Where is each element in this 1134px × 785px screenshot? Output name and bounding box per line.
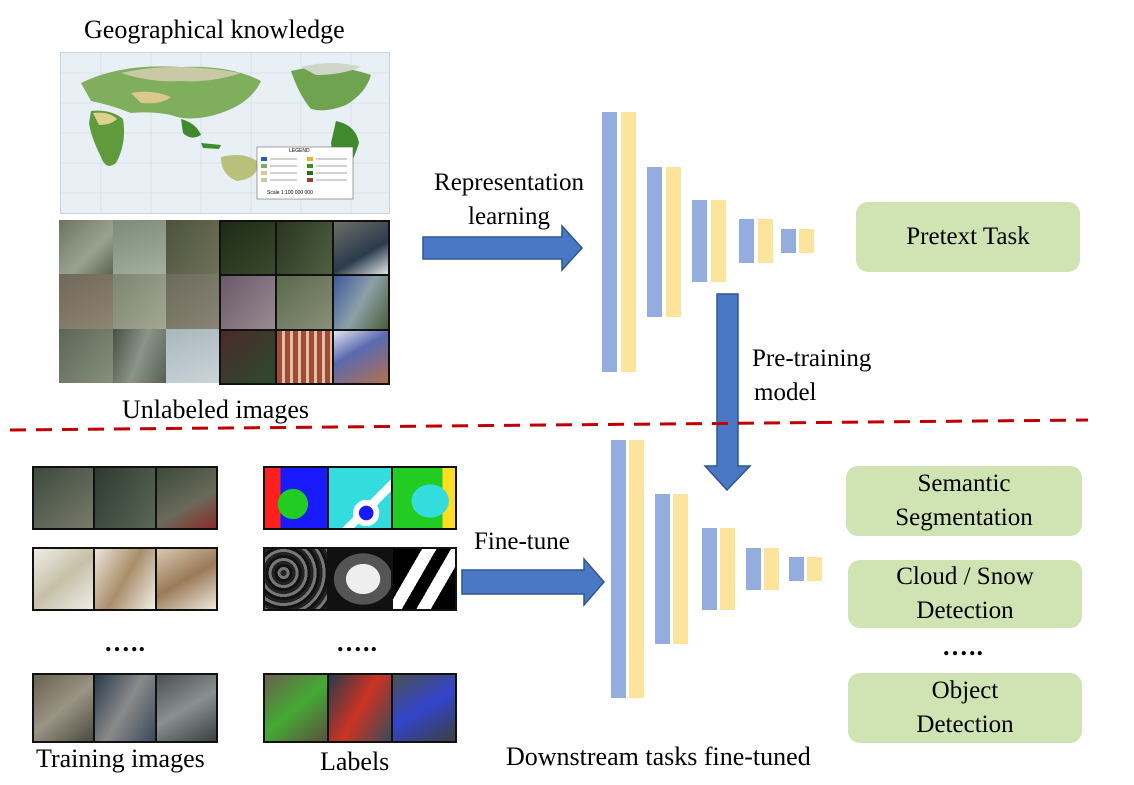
pretraining-model-arrow [703, 293, 752, 492]
encoder-bottom-bar-1-blue [611, 440, 626, 698]
cloud-snow-detection-box: Cloud / Snow Detection [848, 560, 1082, 628]
geographical-knowledge-label: Geographical knowledge [84, 15, 345, 44]
encoder-bottom-bar-2-yellow [673, 494, 688, 644]
encoder-top-bar-3-yellow [711, 200, 726, 282]
cloud-line-2: Detection [916, 597, 1014, 624]
encoder-top-bar-1-blue [602, 112, 617, 372]
encoder-bottom-bar-5-yellow [807, 557, 822, 581]
labels-row-3 [263, 673, 457, 743]
object-line-2: Detection [916, 711, 1014, 738]
cloud-line-1: Cloud / Snow [896, 563, 1034, 590]
semantic-segmentation-box: Semantic Segmentation [846, 466, 1082, 536]
encoder-bottom-bar-3-yellow [720, 528, 735, 610]
map-scale-text: Scale 1:100 000 000 [267, 190, 313, 196]
unlabeled-image-mosaic-right [219, 220, 390, 385]
encoder-top-bar-5-blue [781, 229, 796, 253]
training-images-row-2 [32, 547, 218, 611]
object-detection-box: Object Detection [848, 673, 1082, 743]
encoder-bottom-bar-4-blue [746, 548, 761, 590]
fine-tune-label: Fine-tune [474, 528, 570, 555]
encoder-top-bar-3-blue [692, 200, 707, 282]
training-images-label: Training images [36, 744, 205, 773]
encoder-bottom-bar-5-blue [789, 557, 804, 581]
encoder-top-bar-1-yellow [621, 112, 636, 372]
pretext-task-box: Pretext Task [856, 202, 1080, 272]
representation-line-1: Representation [434, 169, 584, 196]
pretraining-model-label: Pre-training model [752, 342, 871, 410]
semantic-line-2: Segmentation [895, 504, 1033, 531]
labels-label: Labels [320, 747, 390, 776]
representation-learning-arrow [422, 224, 584, 272]
encoder-top-bar-5-yellow [799, 229, 814, 253]
encoder-bottom-bar-3-blue [702, 528, 717, 610]
encoder-top-bar-2-yellow [666, 167, 681, 317]
dashed-divider-line [9, 418, 1089, 432]
unlabeled-images-label: Unlabeled images [122, 395, 309, 424]
encoder-bottom-bar-2-blue [655, 494, 670, 644]
world-map-graphic [61, 53, 389, 213]
representation-line-2: learning [468, 203, 550, 230]
unlabeled-image-mosaic-left [59, 220, 219, 383]
encoder-bottom-bar-4-yellow [764, 548, 779, 590]
downstream-tasks-label: Downstream tasks fine-tuned [506, 742, 811, 771]
training-images-row-1 [32, 466, 218, 530]
training-images-row-3 [32, 673, 218, 743]
pretraining-line-2: model [754, 379, 817, 406]
map-legend-title: LEGEND [289, 148, 310, 154]
object-line-1: Object [931, 677, 999, 704]
encoder-top-bar-2-blue [647, 167, 662, 317]
pretraining-line-1: Pre-training [752, 345, 872, 372]
representation-learning-label: Representation learning [416, 166, 602, 234]
labels-ellipsis: ….. [336, 628, 378, 657]
tasks-ellipsis: ….. [942, 632, 984, 661]
encoder-top-bar-4-blue [739, 219, 754, 263]
pretext-task-label: Pretext Task [906, 223, 1030, 250]
fine-tune-arrow [461, 556, 605, 608]
encoder-bottom-bar-1-yellow [629, 440, 644, 698]
encoder-top-bar-4-yellow [758, 219, 773, 263]
world-map-image: LEGEND Scale 1:100 000 000 [60, 52, 390, 214]
labels-row-1 [263, 466, 457, 530]
semantic-line-1: Semantic [917, 470, 1011, 497]
labels-row-2 [263, 547, 457, 611]
training-images-ellipsis: ….. [104, 628, 146, 657]
